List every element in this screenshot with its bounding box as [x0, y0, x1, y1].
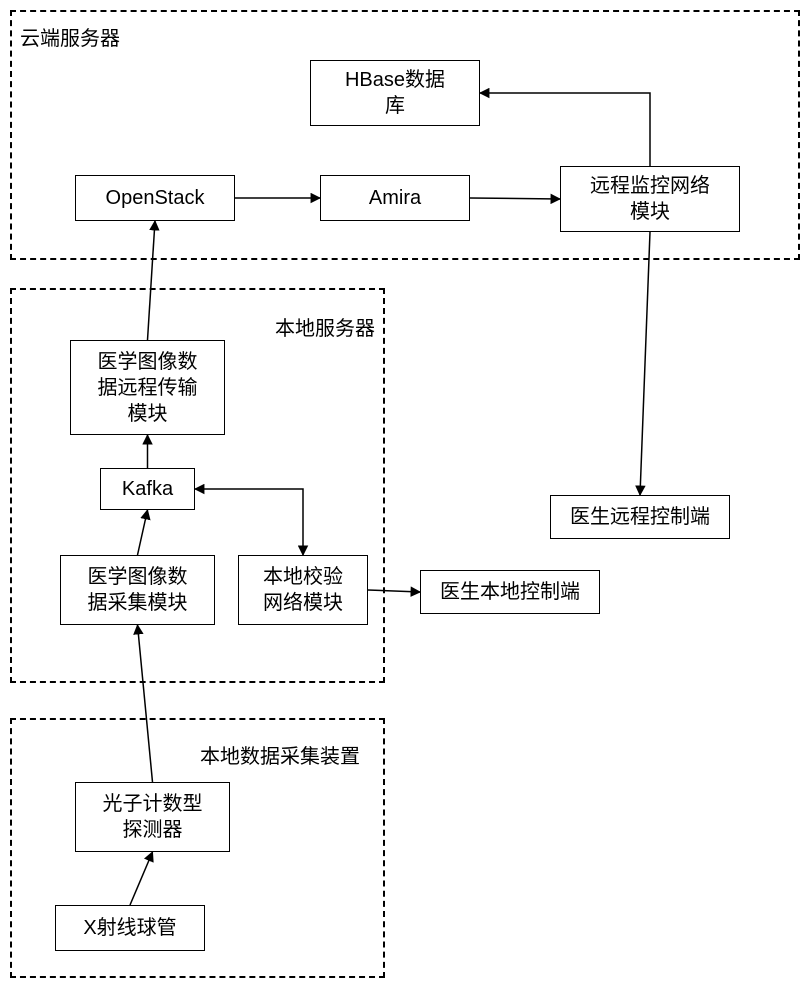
node-verify: 本地校验网络模块	[238, 555, 368, 625]
node-doc-local: 医生本地控制端	[420, 570, 600, 614]
node-transmit: 医学图像数据远程传输模块	[70, 340, 225, 435]
node-remote-net: 远程监控网络模块	[560, 166, 740, 232]
container-local-label: 本地服务器	[275, 312, 375, 341]
node-detector: 光子计数型探测器	[75, 782, 230, 852]
node-xray: X射线球管	[55, 905, 205, 951]
node-amira: Amira	[320, 175, 470, 221]
container-cloud-label: 云端服务器	[20, 22, 120, 51]
node-hbase: HBase数据库	[310, 60, 480, 126]
node-openstack: OpenStack	[75, 175, 235, 221]
node-kafka: Kafka	[100, 468, 195, 510]
container-device-label: 本地数据采集装置	[200, 740, 360, 769]
node-collect: 医学图像数据采集模块	[60, 555, 215, 625]
node-doc-remote: 医生远程控制端	[550, 495, 730, 539]
